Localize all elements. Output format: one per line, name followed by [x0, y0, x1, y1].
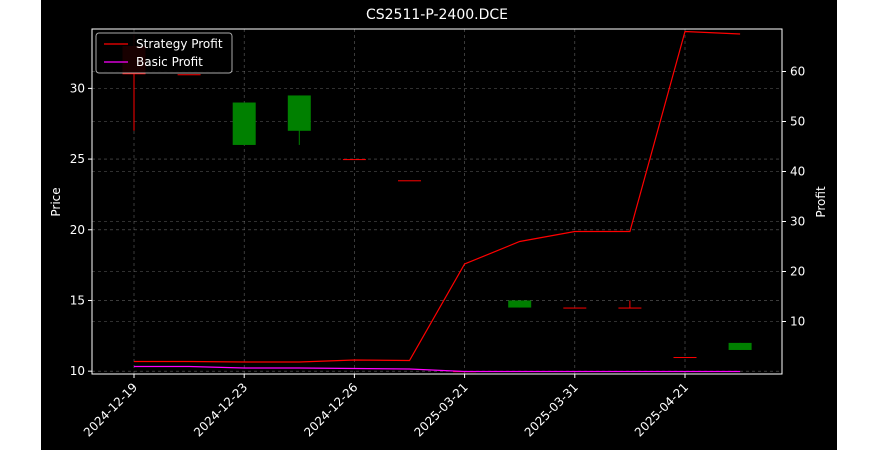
right-axis-label: Profit [814, 186, 828, 218]
candle-body [342, 159, 366, 161]
right-axis-tick-label: 40 [790, 165, 805, 179]
left-axis-label: Price [49, 187, 63, 216]
chart-title: CS2511-P-2400.DCE [366, 7, 508, 23]
legend: Strategy Profit Basic Profit [95, 32, 233, 74]
right-axis-tick-label: 50 [790, 115, 805, 129]
series-layer [134, 30, 741, 373]
candle-body [508, 300, 532, 308]
candle-body [232, 102, 256, 145]
candle-body [618, 307, 642, 309]
candle-body [398, 180, 421, 182]
basic-profit-line [134, 365, 741, 373]
left-axis-tick-label: 20 [70, 223, 85, 237]
candle-body [673, 357, 697, 359]
candle-body [728, 342, 752, 350]
right-axis-tick-label: 60 [790, 65, 805, 79]
candle-body [177, 74, 201, 76]
plot-frame [91, 28, 783, 375]
strategy-profit-line [134, 30, 741, 363]
right-axis-tick-label: 10 [790, 315, 805, 329]
left-axis-tick-label: 10 [70, 364, 85, 378]
plot-area-background [92, 29, 782, 374]
legend-basic-profit-label: Basic Profit [136, 55, 203, 69]
left-axis-tick-label: 30 [70, 81, 85, 95]
right-axis-tick-label: 20 [790, 265, 805, 279]
legend-box [95, 32, 233, 74]
left-axis-tick-label: 15 [70, 293, 85, 307]
legend-strategy-profit-label: Strategy Profit [136, 37, 223, 51]
right-axis-tick-label: 30 [790, 215, 805, 229]
left-axis-tick-label: 25 [70, 152, 85, 166]
candle-body [563, 307, 587, 309]
candle-body [287, 95, 311, 131]
